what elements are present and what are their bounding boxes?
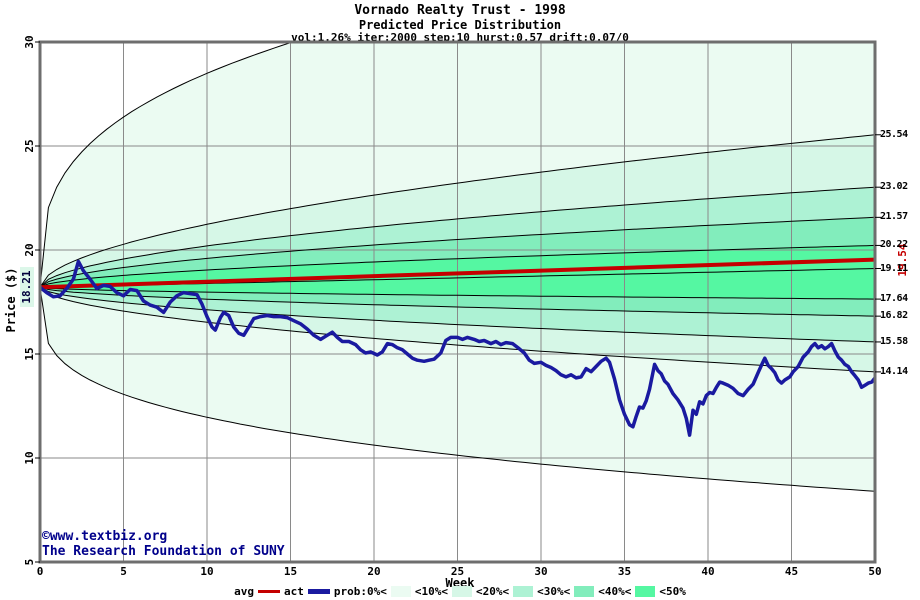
y-tick-label: 25: [23, 139, 36, 153]
watermark-site: ©www.textbiz.org: [42, 529, 168, 544]
x-tick-label: 45: [784, 565, 799, 578]
start-price-label: 18.21: [20, 267, 34, 308]
legend-band-swatch: [451, 586, 472, 597]
y-tick-label: 15: [23, 347, 36, 361]
legend-band-swatch: [513, 586, 534, 597]
legend-prob-label: <20%<: [475, 585, 510, 598]
legend-band-swatch: [635, 586, 656, 597]
x-tick-label: 50: [868, 565, 882, 578]
percentile-value-label: 17.64: [880, 293, 908, 305]
percentile-value-label: 19.11: [880, 262, 908, 274]
legend-prob-label: prob:0%<: [333, 585, 387, 598]
legend: avg act prob:0%< <10%< <20%< <30%< <40%< <50%: [0, 585, 920, 598]
legend-prob-label: <40%<: [598, 585, 632, 598]
legend-avg-line-swatch: [258, 590, 280, 593]
x-tick-label: 25: [450, 565, 465, 578]
y-tick-label: 5: [23, 558, 36, 566]
x-tick-label: 0: [36, 565, 44, 578]
legend-prob-label: <30%<: [537, 585, 571, 598]
legend-act-label: act: [284, 585, 304, 598]
x-tick-label: 5: [120, 565, 127, 578]
x-tick-label: 30: [534, 565, 548, 578]
y-tick-label: 30: [23, 35, 36, 49]
legend-prob-label: <10%<: [414, 585, 448, 598]
x-tick-label: 35: [617, 565, 632, 578]
percentile-value-label: 21.57: [880, 211, 908, 223]
y-tick-label: 20: [23, 243, 36, 257]
legend-prob-label: <50%: [659, 585, 686, 598]
x-tick-label: 15: [283, 565, 298, 578]
chart-subtitle: Predicted Price Distribution: [358, 18, 562, 32]
y-tick-label: 10: [23, 451, 36, 465]
y-axis-title: Price ($): [4, 267, 18, 333]
legend-avg-label: avg: [234, 585, 254, 598]
legend-band-swatch: [574, 586, 595, 597]
legend-act-line-swatch: [307, 589, 330, 594]
percentile-value-label: 14.14: [880, 365, 908, 377]
percentile-value-label: 23.02: [880, 181, 908, 193]
legend-probability-bands: prob:0%< <10%< <20%< <30%< <40%< <50%: [334, 585, 686, 598]
percentile-value-label: 25.54: [880, 128, 908, 140]
percentile-value-label: 16.82: [880, 310, 908, 322]
x-tick-label: 40: [701, 565, 715, 578]
percentile-value-label: 15.58: [880, 335, 908, 347]
watermark-org: The Research Foundation of SUNY: [42, 544, 285, 559]
chart-title: Vornado Realty Trust - 1998: [354, 3, 566, 18]
x-tick-label: 10: [200, 565, 214, 578]
x-tick-label: 20: [367, 565, 381, 578]
percentile-value-label: 20.22: [880, 239, 908, 251]
legend-band-swatch: [390, 586, 411, 597]
